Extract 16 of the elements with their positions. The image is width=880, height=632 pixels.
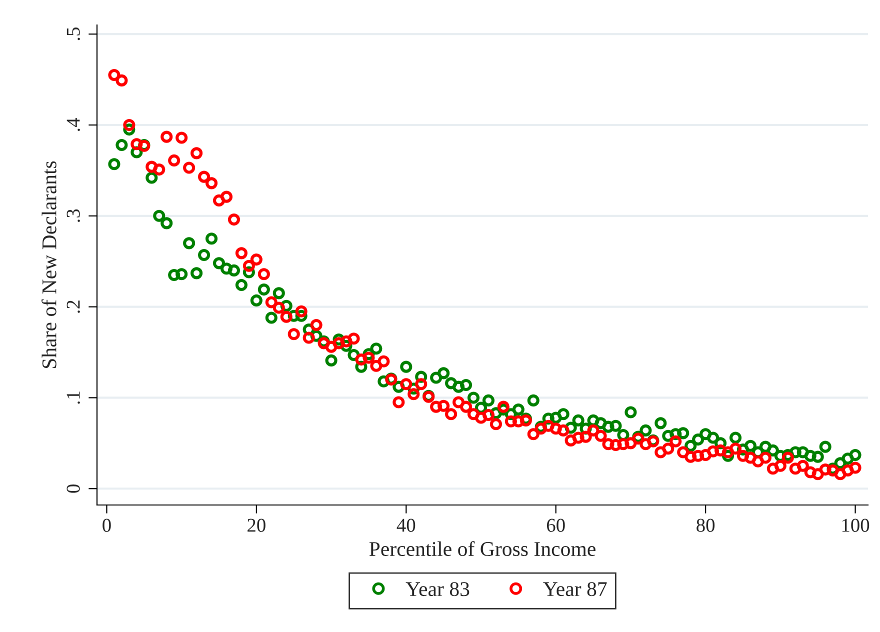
x-tick-label: 40 [396, 518, 416, 532]
y-tick-label: .4 [66, 118, 80, 132]
x-tick-label: 0 [102, 518, 111, 532]
x-tick-label: 100 [842, 518, 870, 532]
x-tick-label: 60 [546, 518, 565, 532]
y-tick-label: .3 [66, 209, 80, 222]
y-tick-label: .5 [66, 28, 80, 40]
y-tick-label: .1 [66, 392, 80, 404]
y-tick-label: 0 [66, 484, 80, 493]
legend-label: Year 83 [406, 582, 470, 596]
x-tick-label: 20 [248, 518, 266, 532]
x-tick-label: 80 [696, 518, 715, 532]
y-tick-label: .2 [66, 300, 80, 313]
x-axis-title: Percentile of Gross Income [369, 541, 596, 556]
legend-label: Year 87 [543, 582, 607, 596]
y-axis-title: Share of New Declarants [42, 161, 56, 368]
